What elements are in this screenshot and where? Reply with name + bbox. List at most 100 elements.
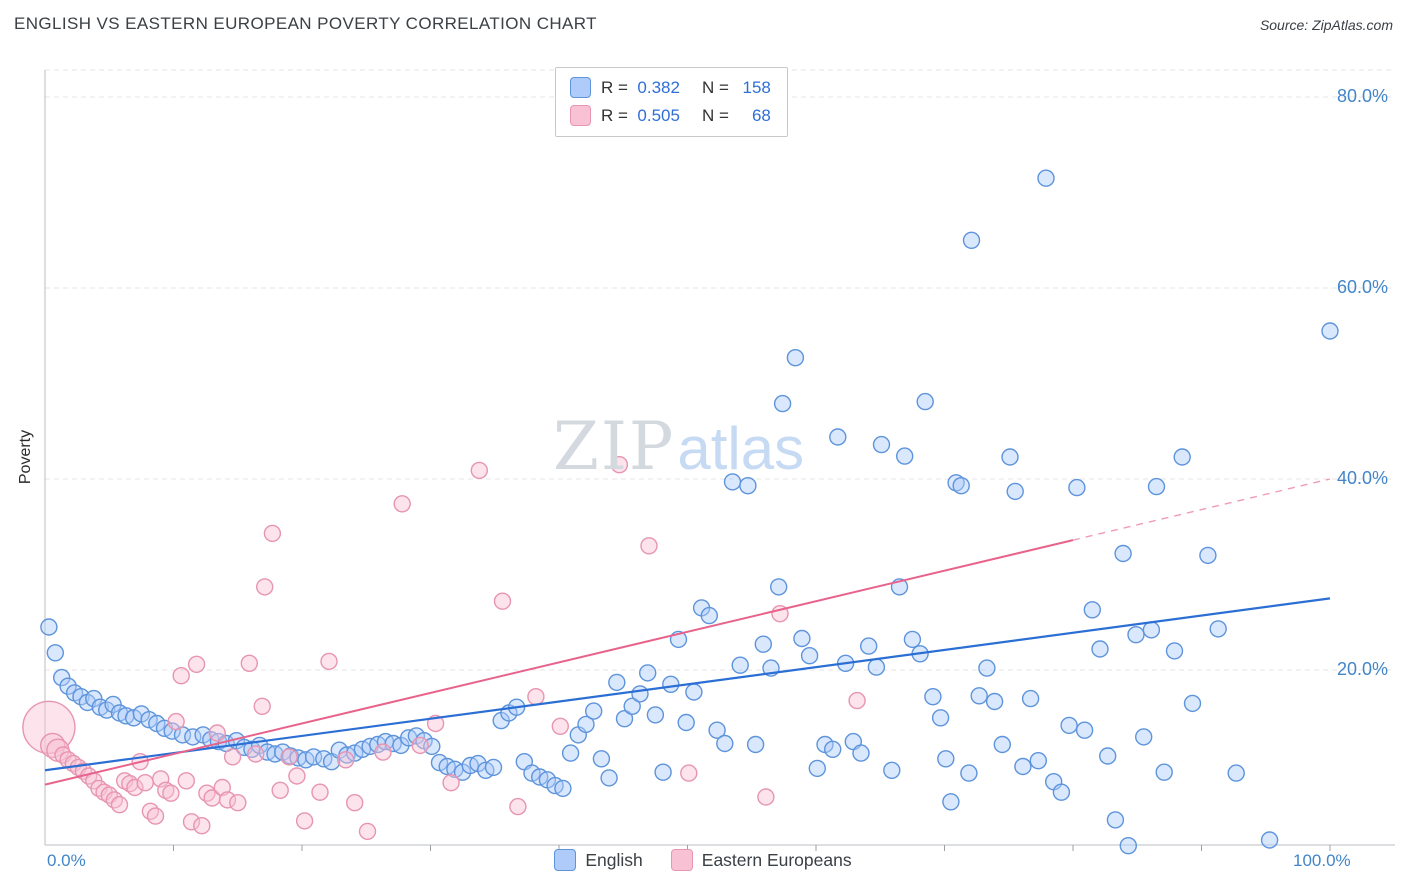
data-point-eastern-european	[393, 495, 411, 513]
data-point-english	[685, 683, 703, 701]
data-point-english	[1021, 689, 1040, 708]
data-point-eastern-european	[223, 748, 242, 766]
page-title: ENGLISH VS EASTERN EUROPEAN POVERTY CORR…	[14, 14, 597, 33]
data-point-eastern-european	[172, 667, 190, 685]
data-point-eastern-european	[126, 778, 144, 797]
data-point-eastern-european	[105, 791, 124, 809]
data-point-eastern-european	[280, 748, 298, 766]
data-point-eastern-european	[253, 697, 271, 715]
data-point-english	[829, 428, 847, 446]
data-point-english	[662, 675, 680, 693]
data-point-english	[1114, 544, 1132, 563]
data-point-eastern-european	[320, 652, 338, 671]
legend-row-english: R = 0.382 N = 158	[570, 77, 771, 98]
n-label: N =	[701, 105, 729, 125]
data-point-english	[608, 673, 626, 692]
source-label: Source: ZipAtlas.com	[1259, 17, 1393, 33]
data-point-eastern-european	[288, 767, 306, 785]
watermark-atlas: atlas	[677, 415, 805, 482]
data-point-english	[993, 735, 1011, 754]
data-point-eastern-european	[263, 524, 282, 543]
data-point-english	[46, 644, 64, 662]
data-point-eastern-european	[157, 781, 175, 799]
data-point-english	[1260, 831, 1279, 849]
data-point-eastern-european	[337, 751, 355, 769]
y-tick-label-20: 20.0%	[1337, 659, 1389, 679]
data-point-english	[754, 635, 772, 653]
data-point-eastern-european	[136, 774, 154, 792]
data-point-eastern-european	[198, 784, 216, 802]
data-point-eastern-european	[271, 781, 289, 799]
data-point-english	[554, 779, 572, 798]
data-point-eastern-european	[509, 797, 527, 816]
data-point-english	[937, 750, 955, 768]
data-point-eastern-european	[346, 794, 364, 812]
data-point-english	[1091, 640, 1109, 658]
data-point-eastern-european	[551, 717, 569, 735]
trend-line-eastern-european-projection	[1072, 478, 1331, 541]
eastern-european-swatch	[670, 849, 693, 871]
data-point-english	[960, 764, 978, 782]
data-point-english	[1014, 757, 1032, 776]
data-point-eastern-european	[680, 764, 698, 782]
n-value-eastern-european: 68	[751, 105, 771, 125]
data-point-english	[1155, 763, 1173, 781]
data-point-english	[184, 728, 202, 746]
data-point-english	[104, 695, 122, 714]
data-point-english	[646, 706, 665, 724]
data-point-english	[824, 740, 842, 758]
data-point-english	[903, 630, 922, 649]
data-point-english	[931, 709, 950, 727]
data-point-english	[1199, 546, 1217, 565]
data-point-english	[883, 761, 901, 779]
data-point-english	[585, 702, 603, 720]
data-point-english	[484, 758, 503, 777]
data-point-english	[1001, 448, 1019, 466]
data-point-english	[942, 793, 960, 811]
data-point-english	[985, 692, 1004, 711]
legend-row-eastern-european: R = 0.505 N = 68	[570, 105, 771, 126]
data-point-eastern-european	[848, 691, 866, 710]
data-point-english	[947, 474, 965, 492]
correlation-legend: R = 0.382 N = 158 R = 0.505 N = 68	[555, 67, 788, 137]
data-point-eastern-european	[240, 654, 259, 672]
data-point-english	[770, 578, 788, 596]
data-point-english	[970, 687, 988, 705]
data-point-eastern-european	[177, 772, 196, 790]
data-point-english	[978, 659, 996, 677]
data-point-english	[952, 477, 970, 495]
r-value-eastern-european: 0.505	[637, 105, 680, 125]
data-point-eastern-european	[295, 812, 314, 830]
data-point-eastern-european	[193, 817, 211, 835]
data-point-english	[716, 734, 734, 753]
data-point-eastern-european	[256, 578, 274, 596]
data-point-english	[739, 477, 757, 495]
data-point-english	[808, 759, 826, 778]
data-point-english	[793, 629, 811, 648]
data-point-english	[615, 710, 634, 728]
data-point-english	[1227, 764, 1245, 782]
data-point-eastern-european	[208, 724, 226, 742]
legend-item-eastern-europeans: Eastern Europeans	[670, 849, 852, 871]
data-point-eastern-european	[182, 813, 201, 831]
r-label: R =	[601, 105, 628, 125]
data-point-english	[59, 677, 77, 695]
data-point-eastern-european	[493, 592, 512, 610]
y-axis-title: Poverty	[17, 429, 34, 485]
data-point-english	[867, 658, 886, 676]
data-point-english	[916, 392, 934, 411]
data-point-english	[1147, 477, 1166, 496]
english-swatch	[554, 849, 577, 871]
data-point-english	[1075, 721, 1094, 739]
data-point-english	[924, 688, 942, 706]
data-point-english	[786, 349, 805, 367]
data-point-eastern-european	[640, 537, 658, 555]
data-point-english	[40, 618, 58, 636]
data-point-english	[677, 713, 695, 732]
data-point-english	[896, 447, 914, 465]
data-point-english	[654, 763, 672, 781]
data-point-english	[577, 715, 595, 734]
r-label: R =	[601, 77, 628, 97]
data-point-eastern-european	[146, 807, 165, 825]
